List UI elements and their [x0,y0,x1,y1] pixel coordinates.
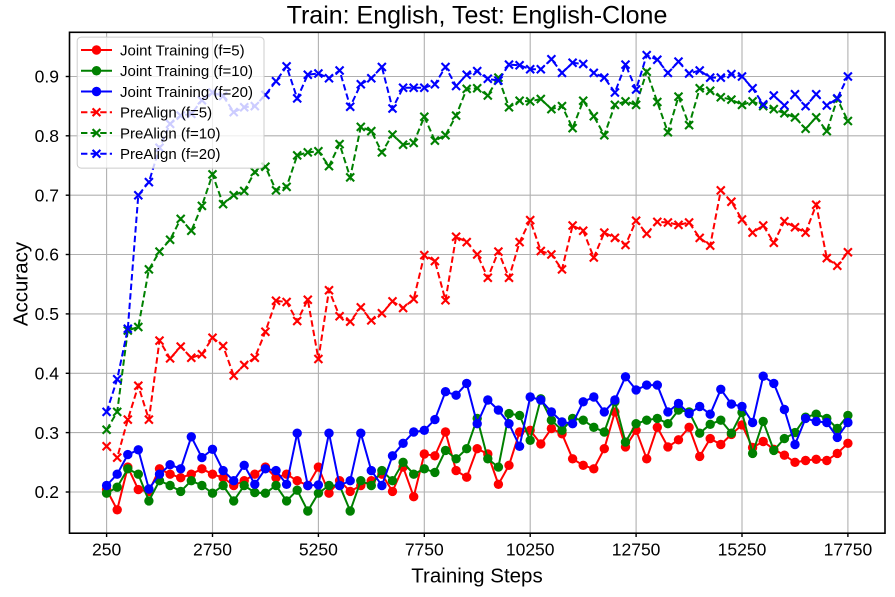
svg-text:PreAlign (f=10): PreAlign (f=10) [120,125,220,142]
svg-text:0.5: 0.5 [35,304,59,324]
svg-text:0.9: 0.9 [35,67,59,87]
svg-text:15250: 15250 [718,540,767,560]
svg-text:Train: English, Test: English-: Train: English, Test: English-Clone [287,2,668,30]
svg-text:0.8: 0.8 [35,126,59,146]
svg-text:0.4: 0.4 [35,364,60,384]
svg-text:0.3: 0.3 [35,423,59,443]
svg-text:0.2: 0.2 [35,482,59,502]
svg-text:12750: 12750 [612,540,661,560]
svg-text:5250: 5250 [299,540,338,560]
svg-text:2750: 2750 [193,540,232,560]
svg-text:0.7: 0.7 [35,185,59,205]
svg-text:Joint Training (f=10): Joint Training (f=10) [120,63,253,80]
svg-text:17750: 17750 [824,540,873,560]
svg-text:Joint Training (f=5): Joint Training (f=5) [120,42,245,59]
svg-text:Accuracy: Accuracy [10,241,33,326]
svg-text:7750: 7750 [405,540,444,560]
svg-text:PreAlign (f=20): PreAlign (f=20) [120,146,220,163]
svg-text:Training Steps: Training Steps [411,564,542,587]
svg-text:Joint Training (f=20): Joint Training (f=20) [120,84,253,101]
svg-text:0.6: 0.6 [35,245,59,265]
svg-text:PreAlign (f=5): PreAlign (f=5) [120,105,212,122]
svg-text:250: 250 [92,540,121,560]
svg-text:10250: 10250 [506,540,555,560]
